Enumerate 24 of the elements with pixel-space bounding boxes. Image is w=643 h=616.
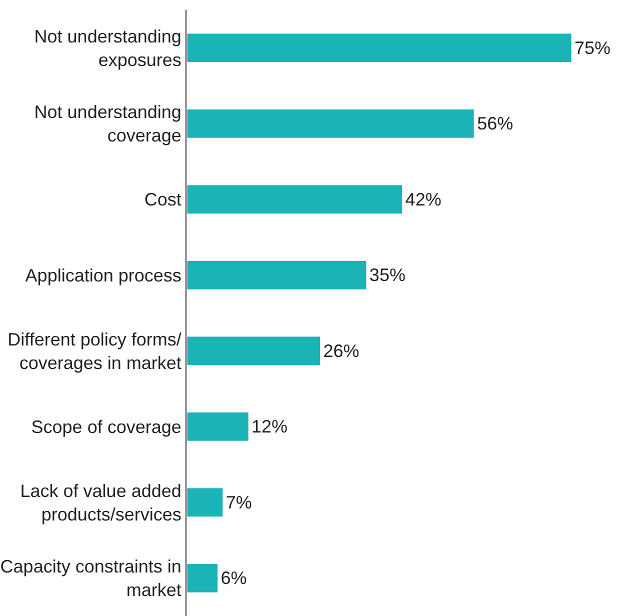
y-tick-label: Lack of value added products/services (20, 480, 182, 524)
bar (187, 33, 572, 63)
y-tick-label: Capacity constraints in market (0, 556, 182, 600)
y-tick-label: Application process (25, 265, 182, 286)
y-tick-label: Cost (144, 190, 182, 210)
bar (187, 260, 367, 290)
data-label: 56% (477, 114, 514, 134)
data-label: 7% (226, 492, 252, 512)
bar (187, 412, 249, 442)
bar (187, 336, 321, 366)
data-label: 42% (405, 189, 442, 210)
bar (187, 184, 403, 214)
data-label: 35% (369, 265, 406, 286)
y-tick-label: Not understanding exposures (34, 26, 182, 70)
bar (187, 563, 218, 593)
data-label: 26% (323, 340, 360, 361)
bar (187, 108, 474, 138)
bar (187, 488, 224, 518)
y-tick-label: Scope of coverage (31, 416, 182, 437)
y-tick-label: Not understanding coverage (34, 102, 182, 146)
data-label: 6% (220, 568, 247, 588)
data-label: 75% (574, 38, 611, 58)
data-label: 12% (252, 416, 288, 437)
y-tick-label: Different policy forms/ coverages in market (8, 329, 182, 373)
